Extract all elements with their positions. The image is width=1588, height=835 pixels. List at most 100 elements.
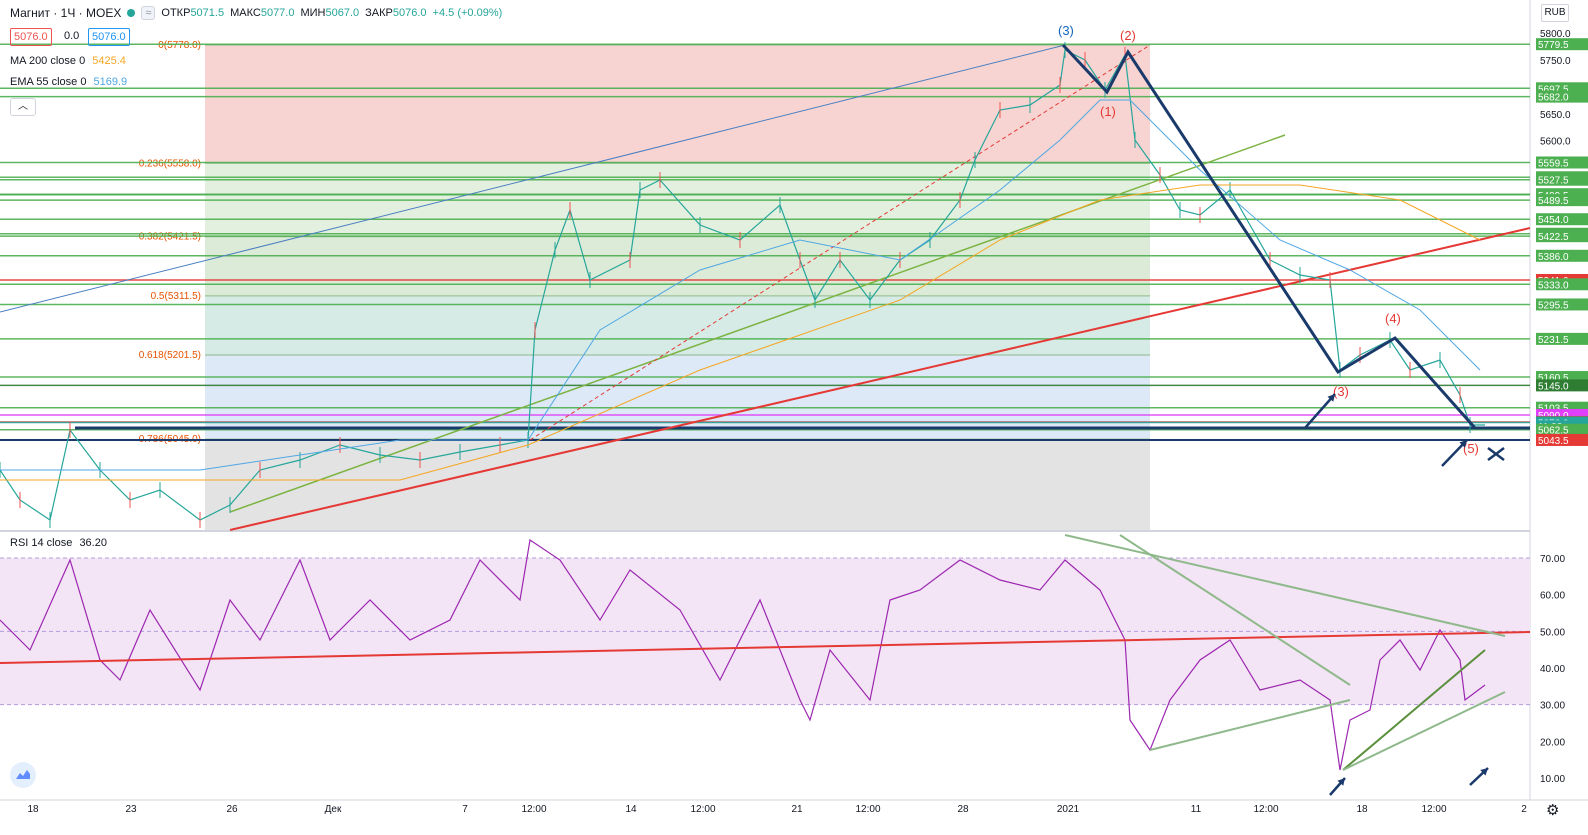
tradingview-logo-icon (10, 762, 36, 788)
price-label-bg (1536, 194, 1588, 207)
fib-zone (205, 295, 1150, 355)
price-tick: 5800.0 (1540, 29, 1571, 40)
high-value: 5077.0 (260, 7, 295, 19)
rsi-tick: 70.00 (1540, 554, 1565, 565)
wave-label-5: (5) (1463, 441, 1479, 456)
currency-badge[interactable]: RUB (1541, 4, 1569, 22)
price-label: 5422.5 (1538, 232, 1569, 243)
price-label: 5062.5 (1538, 426, 1569, 437)
rsi-value: 36.20 (79, 537, 107, 549)
price-label: 5697.5 (1538, 84, 1569, 95)
price-label-bg (1536, 38, 1588, 51)
arrow-icon-head (1459, 440, 1467, 448)
low-label: МИН (300, 7, 326, 19)
rsi-line (0, 538, 1486, 771)
time-tick: 7 (462, 804, 468, 815)
open-label: ОТКР (161, 7, 191, 19)
wave-label-3: (3) (1333, 384, 1349, 399)
price-label: 5043.5 (1538, 436, 1569, 447)
collapse-legend-button[interactable]: ︿ (10, 98, 36, 116)
change-value: +4.5 (+0.09%) (432, 7, 503, 19)
close-label: ЗАКР (365, 7, 393, 19)
compare-toggle-icon[interactable]: ≈ (141, 6, 156, 20)
wave-label-3-blue: (3) (1058, 23, 1074, 38)
time-tick: 18 (1356, 804, 1368, 815)
arrow-icon-head (1337, 778, 1345, 786)
fib-level-label: 0.382(5421.5) (139, 232, 201, 243)
trendline-dashed (529, 44, 1151, 441)
time-tick: Дек (325, 804, 342, 815)
price-label-bg (1536, 230, 1588, 243)
fib-level-label: 0(5778.0) (158, 40, 201, 51)
time-tick: 14 (625, 804, 637, 815)
trendline-green (229, 134, 1286, 513)
price-label-bg (1536, 156, 1588, 169)
wave-label-2: (2) (1120, 28, 1136, 43)
price-label-bg (1536, 423, 1588, 436)
price-label-bg (1536, 173, 1588, 186)
price-series (0, 49, 1485, 521)
price-label-bg (1536, 433, 1588, 446)
rsi-tick: 10.00 (1540, 774, 1565, 785)
price-tick: 5650.0 (1540, 110, 1571, 121)
time-tick: 23 (125, 804, 137, 815)
price-tick: 5600.0 (1540, 137, 1571, 148)
arrow-icon-head (1327, 394, 1335, 402)
price-tick: 5750.0 (1540, 56, 1571, 67)
market-status-icon (127, 9, 136, 17)
wave-label-4: (4) (1385, 311, 1401, 326)
wave-label-1: (1) (1100, 104, 1116, 119)
sell-button[interactable]: 5076.0 (10, 28, 52, 46)
time-tick: 2 (1521, 804, 1527, 815)
time-tick: 2021 (1057, 804, 1080, 815)
time-tick: 26 (226, 804, 238, 815)
rsi-tick: 20.00 (1540, 737, 1565, 748)
price-label: 5559.5 (1538, 158, 1569, 169)
rsi-tick: 40.00 (1540, 664, 1565, 675)
ema55-label: EMA 55 close 0 (10, 76, 87, 88)
ma200-line (0, 184, 1481, 481)
time-tick: 12:00 (855, 804, 880, 815)
open-value: 5071.5 (190, 7, 225, 19)
rsi-tick: 50.00 (1540, 627, 1565, 638)
ema55-value: 5169.9 (93, 76, 128, 88)
price-label-bg (1536, 249, 1588, 262)
time-tick: 12:00 (1253, 804, 1278, 815)
price-label-bg (1536, 278, 1588, 291)
ma200-value: 5425.4 (92, 55, 126, 67)
price-label: 5489.5 (1538, 196, 1569, 207)
time-tick: 11 (1191, 804, 1202, 815)
time-tick: 18 (27, 804, 39, 815)
fib-level-label: 0.236(5558.0) (139, 158, 201, 169)
rsi-legend[interactable]: RSI 14 close 36.20 (10, 537, 107, 549)
price-label: 5333.0 (1538, 280, 1569, 291)
settings-gear-icon[interactable]: ⚙ (1546, 802, 1560, 819)
ema55-legend[interactable]: EMA 55 close 0 5169.9 (10, 76, 127, 88)
symbol-title[interactable]: Магнит · 1Ч · MOEX (10, 6, 122, 20)
ema55-line (0, 99, 1481, 471)
high-label: МАКС (230, 7, 261, 19)
trendline-blue (0, 44, 1066, 313)
arrow-icon (1304, 393, 1336, 429)
rsi-trendline-green (1064, 534, 1506, 637)
ma200-legend[interactable]: MA 200 close 0 5425.4 (10, 55, 126, 67)
rsi-trendline-green (1119, 534, 1351, 686)
fib-level-label: 0.5(5311.5) (151, 291, 201, 302)
fib-zone (205, 236, 1150, 296)
price-label-bg (1536, 298, 1588, 311)
rsi-label: RSI 14 close (10, 537, 73, 549)
close-value: 5076.0 (392, 7, 427, 19)
time-tick: 12:00 (690, 804, 715, 815)
buy-button[interactable]: 5076.0 (88, 28, 130, 46)
rsi-trendline-green (1149, 699, 1351, 751)
price-label: 5145.0 (1538, 381, 1569, 392)
price-label: 5160.5 (1538, 373, 1569, 384)
rsi-trendline-green (1342, 649, 1486, 771)
arrow-icon-head (1480, 768, 1488, 776)
price-label-bg (1536, 90, 1588, 103)
fib-zone (205, 439, 1150, 530)
time-tick: 12:00 (1421, 804, 1446, 815)
price-label: 5779.5 (1538, 40, 1569, 51)
